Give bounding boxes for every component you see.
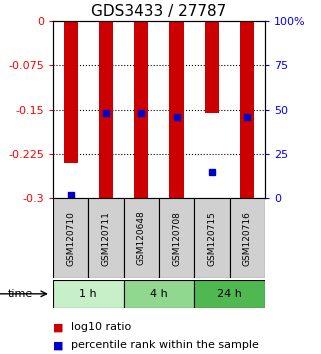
Text: ■: ■	[53, 340, 64, 350]
Text: ■: ■	[53, 322, 64, 332]
Text: percentile rank within the sample: percentile rank within the sample	[71, 340, 258, 350]
Bar	[134, 21, 148, 198]
Text: 4 h: 4 h	[150, 289, 168, 299]
Bar	[194, 280, 265, 308]
Text: log10 ratio: log10 ratio	[71, 322, 131, 332]
Bar	[169, 21, 184, 198]
Bar	[124, 198, 159, 278]
Text: time: time	[8, 289, 33, 299]
Title: GDS3433 / 27787: GDS3433 / 27787	[91, 4, 227, 19]
Bar	[64, 21, 78, 163]
Bar	[124, 280, 194, 308]
Text: GSM120648: GSM120648	[137, 211, 146, 266]
Text: GSM120710: GSM120710	[66, 211, 75, 266]
Bar	[53, 198, 88, 278]
Bar	[99, 21, 113, 198]
Text: GSM120716: GSM120716	[243, 211, 252, 266]
Text: 24 h: 24 h	[217, 289, 242, 299]
Text: GSM120708: GSM120708	[172, 211, 181, 266]
Bar	[53, 280, 124, 308]
Bar	[159, 198, 194, 278]
Bar	[194, 198, 230, 278]
Bar	[88, 198, 124, 278]
Text: 1 h: 1 h	[80, 289, 97, 299]
Bar	[240, 21, 254, 198]
Text: GSM120715: GSM120715	[207, 211, 216, 266]
Text: GSM120711: GSM120711	[101, 211, 110, 266]
Bar	[230, 198, 265, 278]
Bar	[205, 21, 219, 113]
